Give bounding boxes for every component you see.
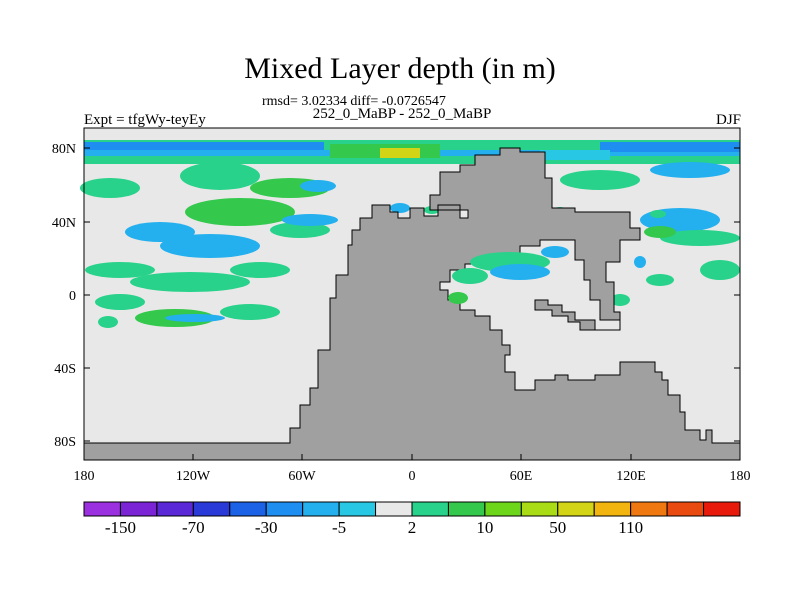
colorbar-label: 50 <box>549 518 566 537</box>
lat-label: 80N <box>52 142 76 157</box>
colorbar-label: -30 <box>255 518 278 537</box>
lat-label: 80S <box>54 435 76 450</box>
colorbar-swatch <box>593 501 632 517</box>
statistics-line: rmsd= 3.02334 diff= -0.0726547 <box>262 94 446 109</box>
lon-label: 120E <box>616 469 646 484</box>
experiment-subtitle: 252_0_MaBP - 252_0_MaBP <box>312 106 492 122</box>
colorbar-label: 2 <box>408 518 417 537</box>
lon-label: 60E <box>510 469 533 484</box>
colorbar-swatch <box>302 501 340 517</box>
season-label: DJF <box>715 112 741 128</box>
colorbar-swatch <box>119 501 158 517</box>
colorbar-swatch <box>703 501 741 517</box>
colorbar-swatch <box>630 501 668 517</box>
longitude-labels: 180 120W 60W 0 60E 120E 180 <box>74 469 751 484</box>
landmass-west <box>83 147 741 461</box>
basin-anomalies <box>448 246 569 304</box>
lon-label: 60W <box>288 469 316 484</box>
experiment-label: Expt = tfgWy-teyEy <box>84 112 206 128</box>
lon-label: 180 <box>730 469 751 484</box>
colorbar-swatch <box>557 501 595 517</box>
page-title: Mixed Layer depth (in m) <box>244 52 556 85</box>
colorbar-label: 110 <box>618 518 643 537</box>
colorbar-swatch <box>411 501 449 517</box>
lat-label: 40S <box>54 362 76 377</box>
lat-label: 0 <box>69 289 76 304</box>
lat-label: 40N <box>52 216 76 231</box>
colorbar <box>83 501 741 517</box>
northern-anomaly-band <box>84 140 740 164</box>
colorbar-swatch <box>375 501 413 517</box>
colorbar-label: -70 <box>182 518 205 537</box>
colorbar-swatch <box>338 501 377 517</box>
colorbar-label: -5 <box>332 518 346 537</box>
lon-label: 0 <box>409 469 416 484</box>
colorbar-swatch <box>447 501 486 517</box>
map-panel <box>80 127 741 461</box>
colorbar-labels: -150 -70 -30 -5 2 10 50 110 <box>105 518 643 537</box>
colorbar-swatch <box>484 501 522 517</box>
latitude-labels: 80N 40N 0 40S 80S <box>52 142 76 450</box>
colorbar-swatch <box>666 501 705 517</box>
colorbar-swatch <box>83 501 121 517</box>
colorbar-swatch <box>265 501 304 517</box>
colorbar-label: -150 <box>105 518 136 537</box>
lon-label: 120W <box>176 469 211 484</box>
colorbar-swatch <box>192 501 231 517</box>
anomaly-patches <box>80 162 740 328</box>
lon-label: 180 <box>74 469 95 484</box>
axis-ticks <box>83 147 741 460</box>
land-masses <box>83 147 741 461</box>
colorbar-swatch <box>156 501 194 517</box>
colorbar-label: 10 <box>476 518 493 537</box>
colorbar-swatch <box>229 501 267 517</box>
colorbar-swatch <box>520 501 559 517</box>
